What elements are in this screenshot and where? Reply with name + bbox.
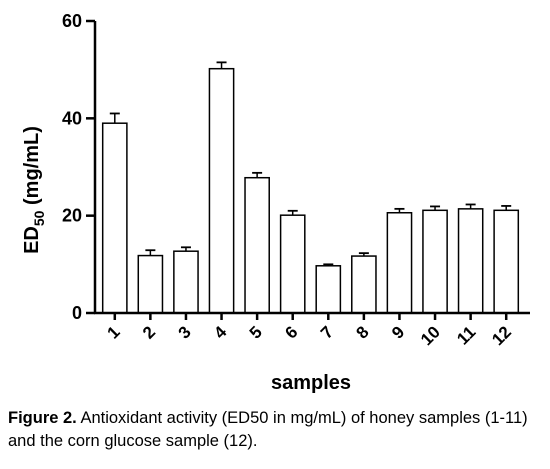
bar-9	[386, 211, 413, 314]
y-axis-title-unit: (mg/mL)	[21, 126, 43, 210]
y-axis: 0 20 40 60	[62, 11, 97, 323]
bar-8	[351, 255, 377, 314]
caption-text: Antioxidant activity (ED50 in mg/mL) of …	[8, 409, 528, 450]
y-axis-title-subscript: 50	[31, 210, 47, 226]
bar-11	[457, 208, 484, 314]
x-tick-label-4: 4	[210, 322, 231, 343]
bar-12	[493, 209, 520, 314]
x-tick-label-6: 6	[281, 322, 301, 342]
caption-label: Figure 2.	[8, 409, 77, 427]
bar-7	[315, 265, 342, 314]
x-tick-label-10: 10	[417, 322, 444, 349]
x-tick-label-3: 3	[175, 322, 195, 342]
x-tick-label-2: 2	[139, 322, 159, 342]
bar-2	[137, 254, 164, 314]
x-tick-label-11: 11	[453, 322, 479, 348]
x-tick-label-12: 12	[488, 322, 515, 349]
y-axis-title: ED50 (mg/mL)	[21, 126, 47, 254]
bar-1	[101, 122, 128, 314]
x-tick-label-8: 8	[353, 322, 373, 342]
bar-6	[279, 214, 306, 314]
y-tick-label: 20	[62, 206, 82, 226]
x-tick-label-5: 5	[246, 322, 266, 342]
figure-caption: Figure 2. Antioxidant activity (ED50 in …	[8, 407, 544, 453]
y-tick-label: 40	[62, 108, 82, 128]
y-tick-label: 0	[72, 303, 82, 323]
y-axis-title-main: ED	[21, 226, 43, 254]
y-tick-label: 60	[62, 11, 82, 31]
x-axis-title: samples	[271, 372, 351, 394]
bars	[101, 61, 520, 314]
bar-5	[244, 176, 270, 314]
x-tick-label-7: 7	[317, 322, 337, 342]
bar-3	[173, 250, 199, 314]
x-tick-label-1: 1	[103, 322, 123, 342]
bar-10	[422, 209, 448, 314]
x-tick-label-9: 9	[388, 322, 408, 342]
bar-4	[208, 67, 235, 314]
x-axis: 1 2 3 4 5 6 7 8 9 10 11 12	[94, 311, 530, 349]
